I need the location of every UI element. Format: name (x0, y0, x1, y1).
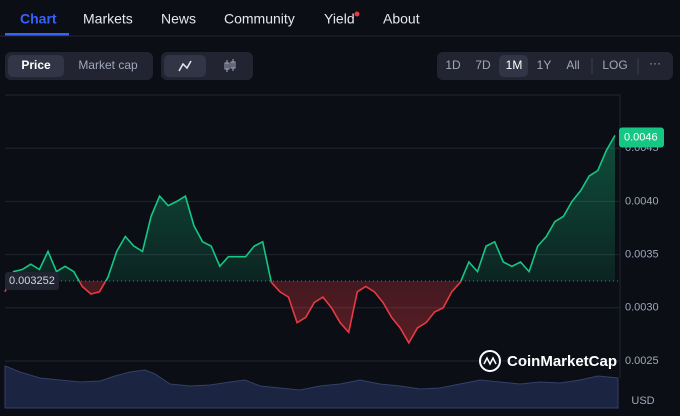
tab[interactable]: Yield (324, 11, 355, 27)
view-option[interactable]: Market cap (78, 58, 138, 72)
price-line-down (4, 280, 462, 345)
active-underline (5, 33, 69, 36)
view-option[interactable]: Price (21, 58, 51, 72)
active-range (499, 55, 528, 77)
y-tick-label: 0.0025 (625, 355, 659, 367)
candle-button[interactable] (224, 59, 236, 72)
baseline-label-box (5, 271, 59, 290)
tab[interactable]: About (383, 11, 420, 27)
watermark-logo-mark (483, 356, 497, 366)
tab[interactable]: Markets (83, 11, 133, 27)
watermark-logo (479, 350, 501, 372)
y-tick-label: 0.0035 (625, 248, 659, 260)
price-tag-label: 0.0046 (624, 131, 658, 143)
more-button[interactable]: ··· (649, 56, 661, 70)
badge-dot (354, 11, 360, 17)
range-bar (437, 52, 673, 80)
range-button[interactable]: 7D (475, 58, 491, 72)
range-button[interactable]: 1D (445, 58, 461, 72)
range-button[interactable]: 1Y (537, 58, 552, 72)
tab[interactable]: News (161, 11, 196, 27)
y-tick-label: 0.0040 (625, 195, 659, 207)
line-icon (178, 60, 192, 72)
area-up (5, 135, 615, 281)
watermark: CoinMarketCap (507, 353, 617, 370)
price-line-up (8, 135, 616, 281)
nav: Chart Markets News Community Yield About (20, 11, 420, 27)
tab[interactable]: Chart (20, 11, 57, 27)
range-button[interactable]: 1M (506, 58, 523, 72)
price-tag (619, 127, 664, 148)
area-down (5, 280, 461, 343)
log-button[interactable]: LOG (602, 58, 627, 72)
active-pill (8, 55, 64, 77)
range-button[interactable]: All (566, 58, 579, 72)
baseline-label: 0.003252 (9, 275, 55, 287)
plot: 0.003252 0.0046 (4, 127, 664, 345)
currency-label: USD (631, 395, 654, 407)
volume-area (4, 365, 619, 409)
y-tick-label: 0.0030 (625, 302, 659, 314)
tab[interactable]: Community (224, 11, 295, 27)
